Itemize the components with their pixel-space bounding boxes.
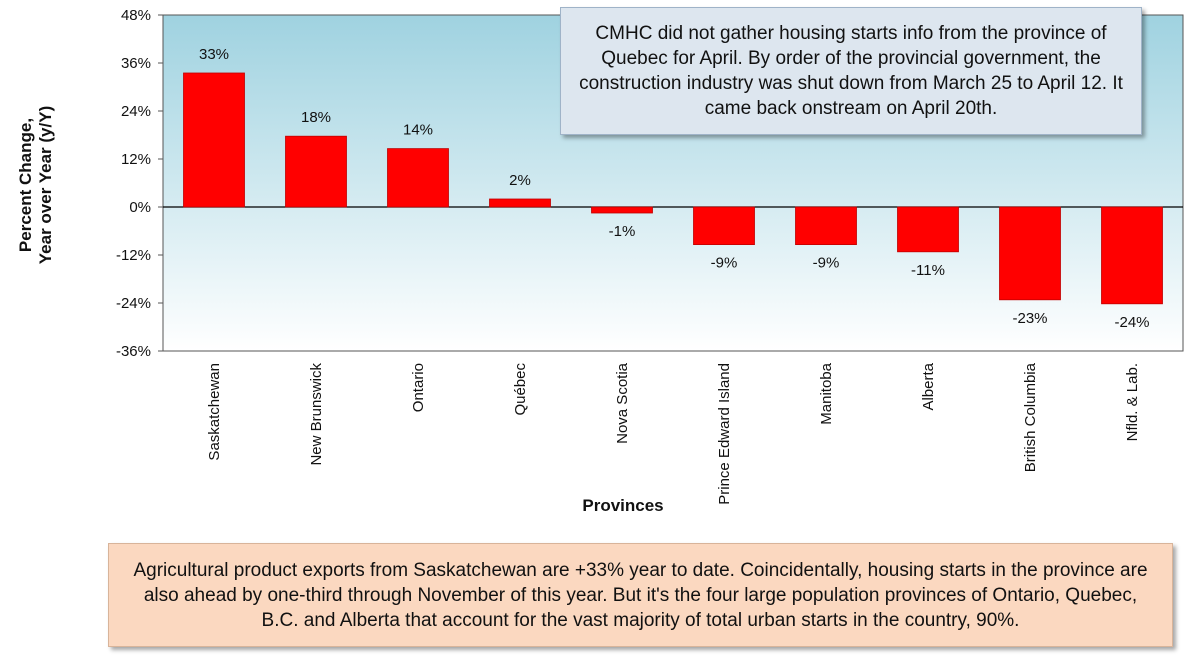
bar-nfld-lab [1101, 206, 1163, 305]
data-label: 18% [301, 109, 331, 126]
x-tick-label: Nova Scotia [614, 362, 631, 444]
bar-ontario [387, 148, 449, 208]
x-tick-label: New Brunswick [308, 363, 325, 466]
x-axis-title: Provinces [582, 496, 663, 515]
data-label: 33% [199, 46, 229, 63]
bar-prince-edward-island [693, 206, 755, 245]
bar-new-brunswick [285, 135, 347, 208]
data-label: -24% [1114, 314, 1149, 331]
y-axis-title-line2: Year over Year (y/Y) [36, 106, 55, 264]
quebec-note-text: CMHC did not gather housing starts info … [579, 23, 1123, 119]
y-tick-label: -12% [116, 247, 151, 264]
x-tick-label: Saskatchewan [206, 363, 223, 461]
data-label: -23% [1012, 310, 1047, 327]
category-labels-group: Saskatchewan New Brunswick Ontario Québec No… [206, 362, 1141, 504]
data-label: -1% [609, 223, 636, 240]
data-label: -9% [711, 255, 738, 272]
x-tick-label: Québec [512, 363, 529, 416]
y-tick-label: 36% [121, 55, 151, 72]
x-tick-label: Prince Edward Island [716, 363, 733, 505]
y-tick-label: 0% [129, 199, 151, 216]
y-tick-label: 24% [121, 103, 151, 120]
bar-alberta [897, 206, 959, 253]
saskatchewan-note-box: Agricultural product exports from Saskat… [108, 543, 1173, 647]
y-tick-label: 48% [121, 7, 151, 24]
x-tick-label: Ontario [410, 363, 427, 412]
bar-manitoba [795, 206, 857, 245]
data-labels-group: 33% 18% 14% 2% -1% -9% -9% -11% -23% -24% [199, 46, 1150, 331]
y-tick-label: -24% [116, 295, 151, 312]
y-axis-ticks: 48% 36% 24% 12% 0% -12% -24% -36% [116, 7, 163, 360]
data-label: -9% [813, 255, 840, 272]
data-label: -11% [911, 262, 945, 279]
y-tick-label: 12% [121, 151, 151, 168]
bar-qu-bec [489, 198, 551, 208]
bar-saskatchewan [183, 72, 245, 208]
y-tick-label: -36% [116, 343, 151, 360]
quebec-note-box: CMHC did not gather housing starts info … [560, 7, 1142, 135]
x-tick-label: Manitoba [818, 362, 835, 424]
saskatchewan-note-text: Agricultural product exports from Saskat… [133, 559, 1148, 631]
data-label: 14% [403, 122, 433, 139]
bar-nova-scotia [591, 206, 653, 214]
x-tick-label: Nfld. & Lab. [1124, 363, 1141, 441]
data-label: 2% [509, 172, 531, 189]
bar-british-columbia [999, 206, 1061, 301]
bars-group [183, 72, 1163, 305]
y-axis-title-line1: Percent Change, [16, 118, 35, 252]
x-tick-label: Alberta [920, 362, 937, 410]
x-tick-label: British Columbia [1022, 362, 1039, 472]
